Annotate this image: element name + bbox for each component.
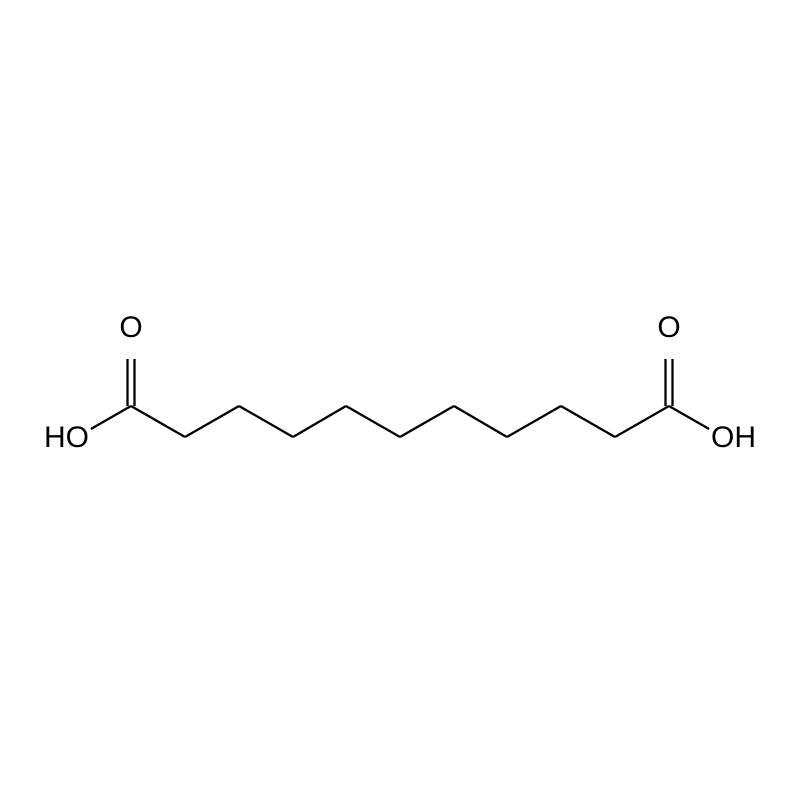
bond	[507, 406, 561, 437]
bond	[131, 406, 185, 437]
bond	[91, 406, 131, 429]
bond	[615, 406, 669, 437]
bond	[346, 406, 400, 437]
atom-label: O	[657, 311, 680, 344]
atom-label: O	[119, 311, 142, 344]
molecule-diagram: HO O O OH	[0, 0, 800, 800]
bond	[669, 406, 709, 429]
bond	[400, 406, 454, 437]
bond	[239, 406, 293, 437]
atom-label: HO	[44, 421, 89, 454]
bond	[185, 406, 239, 437]
bond	[293, 406, 346, 437]
bond	[454, 406, 507, 437]
bond	[561, 406, 615, 437]
atom-label: OH	[711, 421, 756, 454]
